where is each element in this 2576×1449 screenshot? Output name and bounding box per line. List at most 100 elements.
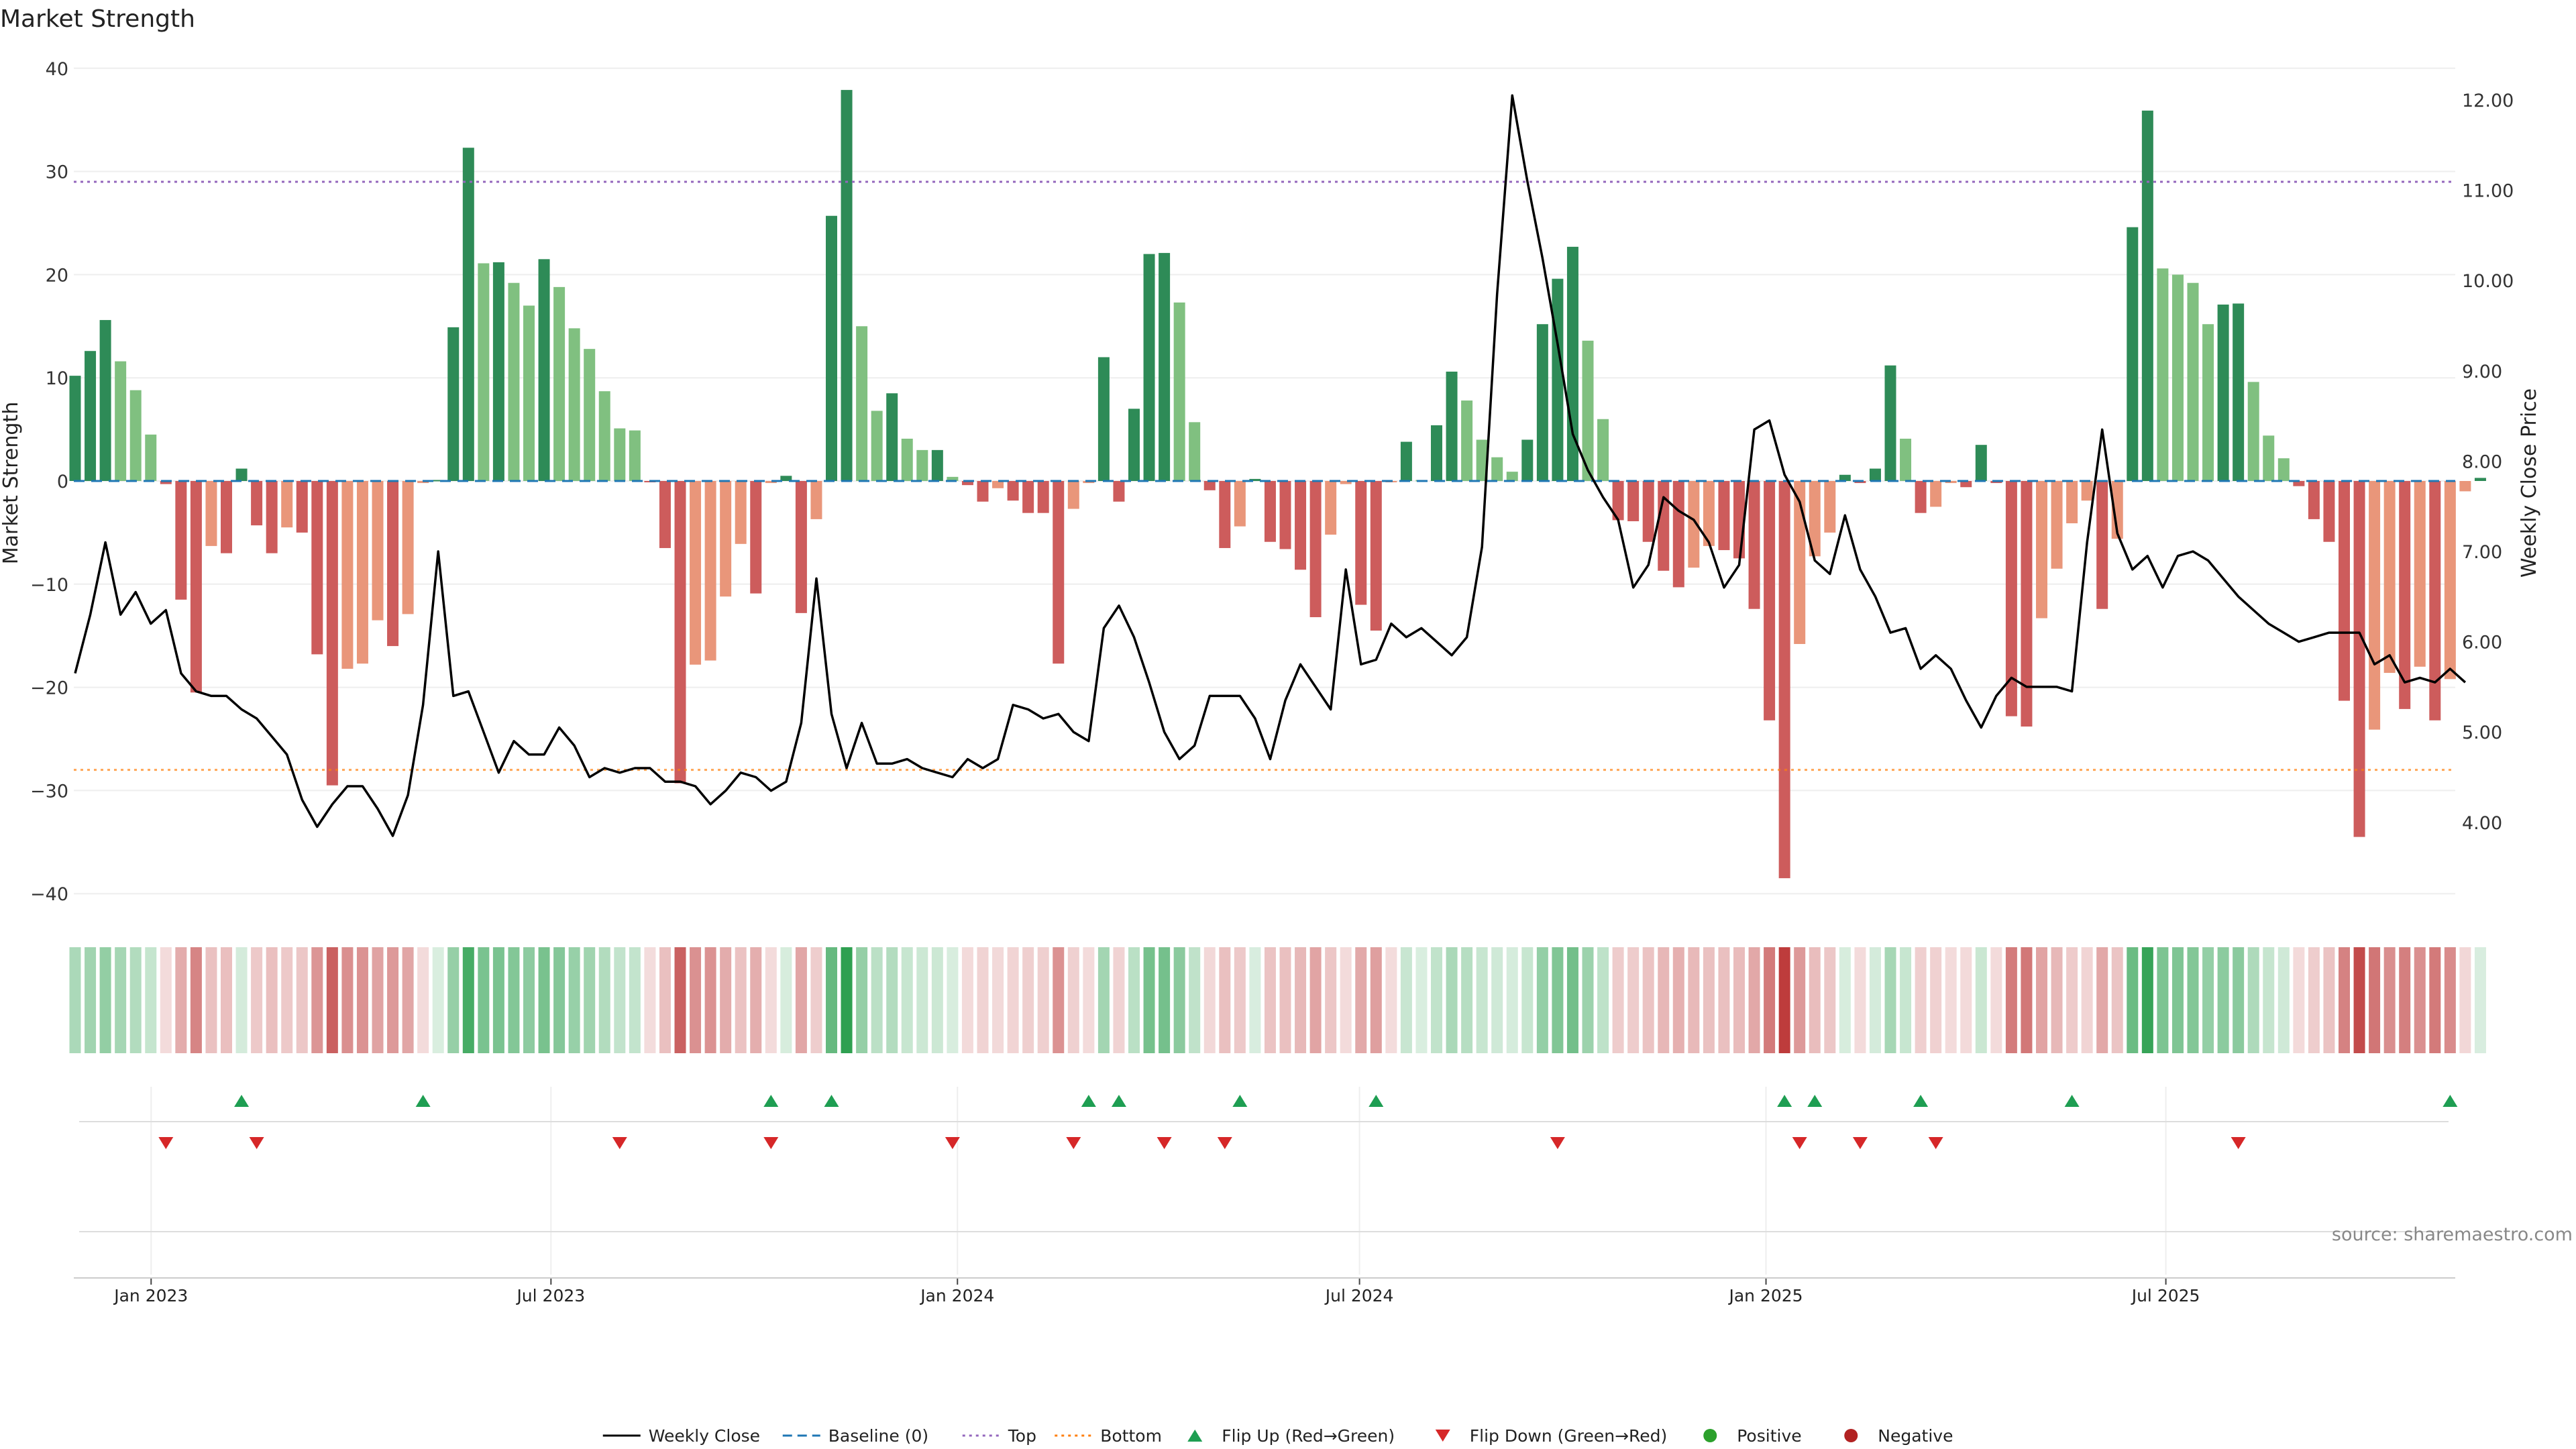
heat-cell	[1688, 947, 1700, 1053]
heat-cell	[1658, 947, 1670, 1053]
heat-cell	[765, 947, 777, 1053]
heat-cell	[1597, 947, 1609, 1053]
strength-bar	[1930, 481, 1942, 507]
y-tick-label-right: 9.00	[2462, 362, 2502, 382]
heat-cell	[690, 947, 702, 1053]
strength-bar	[1521, 439, 1534, 481]
heat-cell	[1355, 947, 1367, 1053]
strength-bar	[2308, 481, 2320, 519]
flip-down-marker	[2231, 1137, 2246, 1149]
heat-cell	[1249, 947, 1261, 1053]
heat-cell	[2096, 947, 2108, 1053]
strength-bar	[841, 90, 853, 481]
strength-bar	[2353, 481, 2365, 837]
flip-down-marker	[1157, 1137, 1172, 1149]
heat-cell	[901, 947, 913, 1053]
strength-bar	[115, 361, 127, 481]
heat-cell	[1778, 947, 1790, 1053]
strength-bar	[871, 411, 883, 481]
strength-bar	[2005, 481, 2017, 716]
heat-cell	[1718, 947, 1730, 1053]
strength-bar	[1945, 481, 1957, 484]
strength-bar	[629, 430, 641, 481]
heat-cell	[311, 947, 323, 1053]
heat-cell	[492, 947, 504, 1053]
flip-down-marker	[945, 1137, 960, 1149]
strength-bar	[2369, 481, 2381, 730]
legend-item: Flip Down (Green→Red)	[1435, 1426, 1667, 1446]
legend-item: Positive	[1703, 1426, 1802, 1446]
legend-label: Bottom	[1100, 1426, 1162, 1446]
strength-bar	[1053, 481, 1065, 664]
heat-cell	[1325, 947, 1337, 1053]
strength-bar	[1340, 481, 1352, 484]
strength-bar	[931, 449, 943, 481]
heat-cell	[2127, 947, 2139, 1053]
heat-cell	[992, 947, 1004, 1053]
y-tick-label-left: −30	[30, 781, 68, 802]
legend-label: Weekly Close	[649, 1426, 760, 1446]
strength-bar	[584, 349, 596, 481]
strength-bar	[690, 481, 702, 665]
heat-cell	[1960, 947, 1972, 1053]
heat-cell	[2399, 947, 2411, 1053]
strength-bar	[205, 481, 217, 546]
heat-cell	[2414, 947, 2426, 1053]
strength-bar	[780, 476, 792, 481]
strength-bar	[2399, 481, 2411, 709]
y-tick-label-left: −20	[30, 678, 68, 699]
y-axis-label-left: Market Strength	[0, 402, 23, 564]
heat-cell	[1854, 947, 1866, 1053]
legend-label: Top	[1008, 1426, 1036, 1446]
strength-bar	[99, 320, 111, 481]
heat-cell	[1491, 947, 1503, 1053]
heat-cell	[1476, 947, 1488, 1053]
strength-bar	[432, 480, 444, 482]
heat-cell	[2247, 947, 2259, 1053]
strength-bar	[2414, 481, 2426, 667]
x-tick-label: Jul 2024	[1324, 1286, 1394, 1305]
strength-bar	[1143, 254, 1155, 481]
heat-cell	[1173, 947, 1185, 1053]
heat-cell	[372, 947, 384, 1053]
strength-bar	[2066, 481, 2078, 524]
strength-bar	[886, 393, 898, 481]
strength-bar	[2096, 481, 2108, 609]
heat-cell	[659, 947, 671, 1053]
strength-bar	[1839, 474, 1851, 481]
heat-cell	[508, 947, 520, 1053]
heat-cell	[2339, 947, 2350, 1053]
strength-bar	[992, 481, 1004, 488]
strength-bar	[553, 286, 566, 481]
heat-cell	[886, 947, 898, 1053]
strength-bar	[1552, 278, 1564, 481]
strength-bar	[1688, 481, 1700, 568]
strength-bar	[1219, 481, 1231, 548]
strength-bar	[1083, 481, 1095, 484]
strength-bar	[1915, 481, 1927, 513]
strength-bar	[1234, 481, 1246, 527]
heat-cell	[2308, 947, 2320, 1053]
legend-label: Flip Up (Red→Green)	[1222, 1426, 1395, 1446]
heat-cell	[1900, 947, 1912, 1053]
heat-cell	[1385, 947, 1397, 1053]
heat-cell	[810, 947, 822, 1053]
heat-cell	[1143, 947, 1155, 1053]
strength-bar	[1097, 357, 1110, 481]
heat-cell	[1203, 947, 1216, 1053]
flip-up-marker	[1807, 1095, 1823, 1107]
strength-bar	[795, 481, 807, 613]
heat-cell	[856, 947, 868, 1053]
strength-bar	[160, 481, 172, 484]
heat-cell	[221, 947, 232, 1053]
strength-bar	[2202, 324, 2214, 481]
heat-cell	[478, 947, 490, 1053]
flip-up-marker	[2064, 1095, 2080, 1107]
strength-bar	[296, 481, 308, 533]
heat-cell	[175, 947, 187, 1053]
legend-item: Flip Up (Red→Green)	[1187, 1426, 1395, 1446]
legend-label: Negative	[1878, 1426, 1953, 1446]
heat-cell	[2081, 947, 2093, 1053]
heat-cell	[2369, 947, 2381, 1053]
strength-bar	[523, 305, 535, 481]
